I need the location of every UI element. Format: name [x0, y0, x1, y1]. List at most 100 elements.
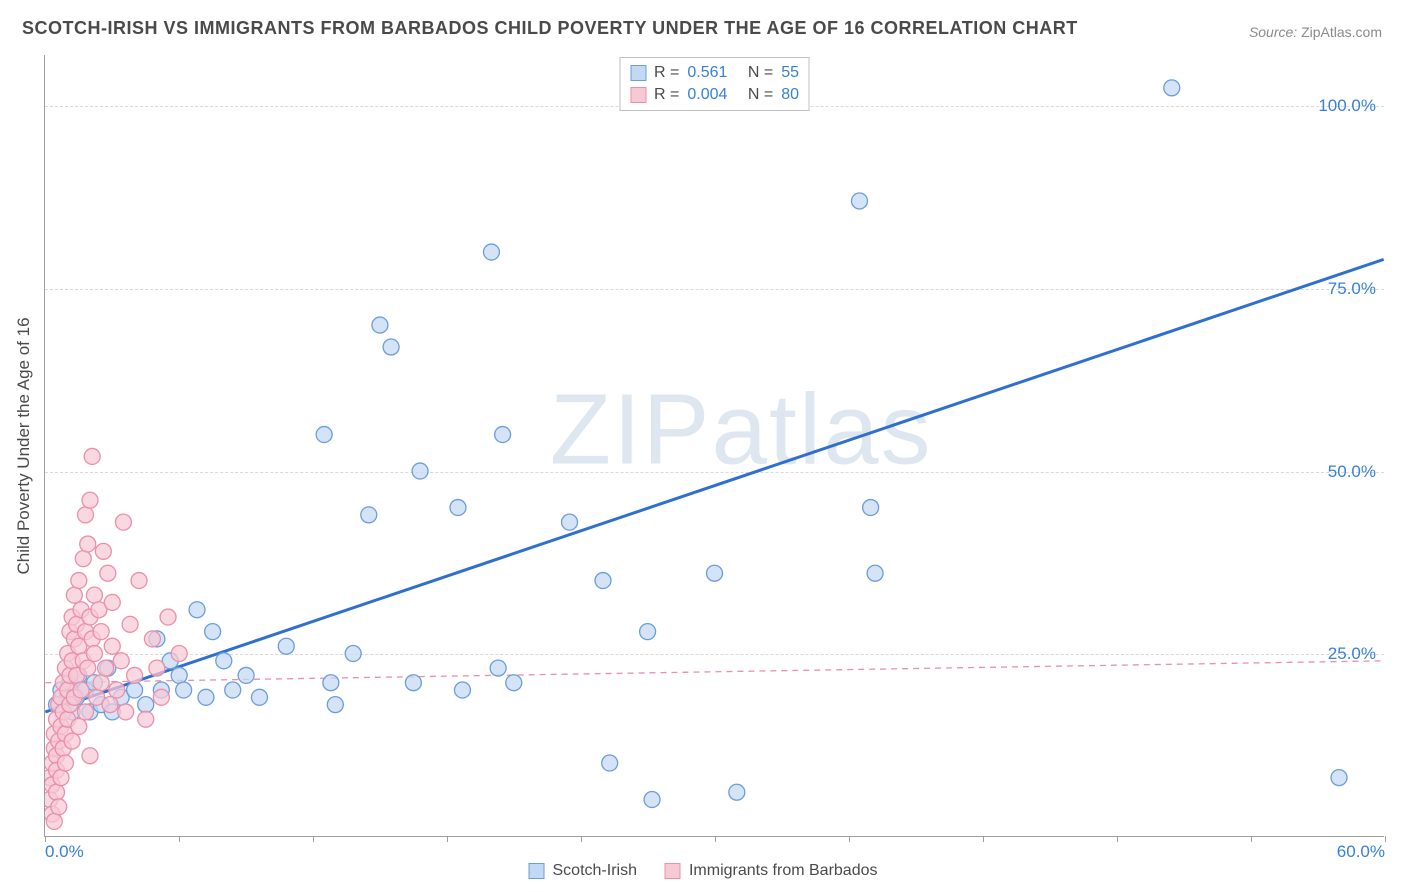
- legend-item-blue: Scotch-Irish: [529, 862, 637, 880]
- data-point-blue: [176, 682, 192, 698]
- data-point-blue: [149, 631, 165, 647]
- x-tick-label: 60.0%: [1337, 842, 1385, 862]
- scatter-svg: [45, 55, 1384, 836]
- data-point-pink: [73, 682, 89, 698]
- data-point-pink: [60, 682, 76, 698]
- data-point-pink: [69, 667, 85, 683]
- x-tick-mark: [1251, 836, 1252, 842]
- r-value-blue: 0.561: [687, 62, 727, 84]
- x-tick-mark: [45, 836, 46, 842]
- data-point-pink: [104, 594, 120, 610]
- data-point-blue: [483, 244, 499, 260]
- stats-row-blue: R = 0.561 N = 55: [630, 62, 799, 84]
- data-point-pink: [49, 711, 65, 727]
- data-point-pink: [109, 682, 125, 698]
- data-point-blue: [383, 339, 399, 355]
- data-point-pink: [95, 543, 111, 559]
- gridline: [45, 472, 1384, 473]
- y-tick-label: 75.0%: [1328, 279, 1376, 299]
- data-point-pink: [53, 719, 69, 735]
- data-point-blue: [127, 682, 143, 698]
- data-point-pink: [122, 616, 138, 632]
- gridline: [45, 654, 1384, 655]
- data-point-pink: [66, 631, 82, 647]
- data-point-blue: [562, 514, 578, 530]
- legend-label-pink: Immigrants from Barbados: [689, 862, 878, 880]
- data-point-blue: [189, 602, 205, 618]
- trend-line-pink: [45, 661, 1383, 683]
- x-tick-mark: [179, 836, 180, 842]
- data-point-blue: [71, 667, 87, 683]
- data-point-blue: [454, 682, 470, 698]
- data-point-pink: [66, 689, 82, 705]
- data-point-blue: [867, 565, 883, 581]
- data-point-pink: [51, 799, 67, 815]
- data-point-pink: [64, 733, 80, 749]
- data-point-blue: [113, 689, 129, 705]
- data-point-pink: [73, 602, 89, 618]
- data-point-pink: [71, 638, 87, 654]
- data-point-pink: [127, 667, 143, 683]
- data-point-pink: [55, 704, 71, 720]
- data-point-pink: [100, 565, 116, 581]
- data-point-blue: [323, 675, 339, 691]
- data-point-pink: [153, 689, 169, 705]
- data-point-pink: [49, 748, 65, 764]
- data-point-pink: [45, 755, 60, 771]
- data-point-pink: [115, 514, 131, 530]
- data-point-blue: [86, 675, 102, 691]
- data-point-pink: [62, 697, 78, 713]
- swatch-pink-icon: [665, 863, 681, 879]
- data-point-blue: [93, 697, 109, 713]
- data-point-pink: [84, 448, 100, 464]
- data-point-blue: [851, 193, 867, 209]
- data-point-pink: [49, 762, 65, 778]
- x-tick-mark: [715, 836, 716, 842]
- data-point-pink: [71, 573, 87, 589]
- data-point-pink: [49, 784, 65, 800]
- legend-label-blue: Scotch-Irish: [553, 862, 637, 880]
- data-point-blue: [198, 689, 214, 705]
- swatch-blue-icon: [529, 863, 545, 879]
- swatch-blue-icon: [630, 65, 646, 81]
- data-point-blue: [82, 704, 98, 720]
- data-point-pink: [57, 726, 73, 742]
- data-point-pink: [78, 507, 94, 523]
- data-point-pink: [55, 740, 71, 756]
- data-point-pink: [51, 697, 67, 713]
- watermark-thin: atlas: [711, 373, 932, 485]
- data-point-pink: [69, 616, 85, 632]
- watermark-bold: ZIP: [550, 373, 712, 485]
- data-point-pink: [102, 697, 118, 713]
- data-point-blue: [450, 500, 466, 516]
- stats-row-pink: R = 0.004 N = 80: [630, 84, 799, 106]
- chart-title: SCOTCH-IRISH VS IMMIGRANTS FROM BARBADOS…: [22, 18, 1078, 39]
- y-axis-label: Child Poverty Under the Age of 16: [14, 317, 34, 574]
- data-point-pink: [131, 573, 147, 589]
- source-value: ZipAtlas.com: [1301, 24, 1382, 40]
- data-point-pink: [104, 638, 120, 654]
- data-point-blue: [372, 317, 388, 333]
- data-point-pink: [45, 770, 58, 786]
- x-tick-mark: [447, 836, 448, 842]
- data-point-pink: [89, 689, 105, 705]
- data-point-blue: [171, 667, 187, 683]
- data-point-pink: [78, 704, 94, 720]
- data-point-blue: [225, 682, 241, 698]
- data-point-pink: [118, 704, 134, 720]
- data-point-blue: [361, 507, 377, 523]
- data-point-pink: [57, 755, 73, 771]
- data-point-pink: [45, 777, 60, 793]
- data-point-blue: [138, 697, 154, 713]
- n-label: N =: [748, 84, 773, 106]
- data-point-pink: [78, 624, 94, 640]
- data-point-blue: [1164, 80, 1180, 96]
- data-point-pink: [71, 719, 87, 735]
- data-point-pink: [53, 689, 69, 705]
- swatch-pink-icon: [630, 87, 646, 103]
- x-tick-mark: [581, 836, 582, 842]
- data-point-blue: [405, 675, 421, 691]
- data-point-blue: [640, 624, 656, 640]
- data-point-blue: [104, 704, 120, 720]
- data-point-blue: [238, 667, 254, 683]
